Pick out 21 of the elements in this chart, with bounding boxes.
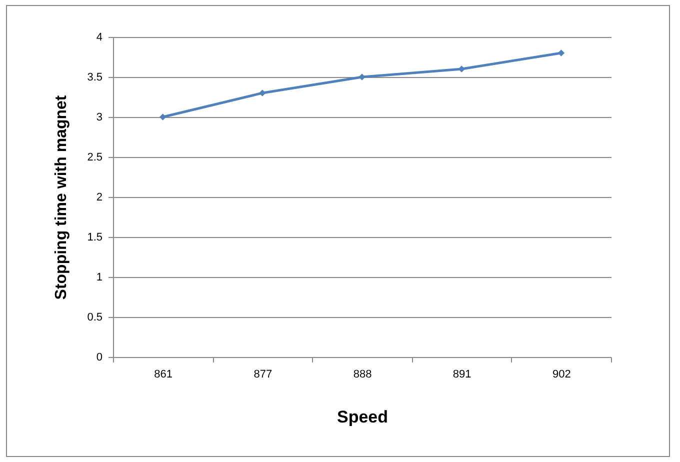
x-axis-title: Speed bbox=[336, 408, 388, 426]
y-tick-label: 0.5 bbox=[87, 312, 102, 324]
x-tick-label: 902 bbox=[552, 368, 571, 380]
y-tick-label: 3.5 bbox=[87, 72, 102, 84]
y-tick-label: 0 bbox=[96, 352, 102, 364]
x-tick-label: 861 bbox=[154, 368, 172, 380]
y-tick-label: 4 bbox=[96, 32, 102, 44]
x-tick-label: 891 bbox=[452, 368, 472, 380]
point bbox=[159, 114, 166, 120]
point bbox=[558, 50, 565, 56]
x-tick-label: 888 bbox=[353, 368, 372, 380]
x-tick-label: 877 bbox=[254, 368, 272, 380]
point bbox=[458, 66, 465, 72]
point bbox=[259, 90, 266, 96]
y-axis-title: Stopping time with magnet bbox=[53, 94, 70, 300]
y-tick-label: 1 bbox=[96, 272, 102, 284]
y-tick-label: 2.5 bbox=[87, 152, 102, 164]
y-tick-label: 3 bbox=[96, 112, 102, 124]
y-tick-label: 1.5 bbox=[87, 232, 102, 244]
point bbox=[358, 74, 366, 80]
y-tick-label: 2 bbox=[96, 192, 102, 204]
